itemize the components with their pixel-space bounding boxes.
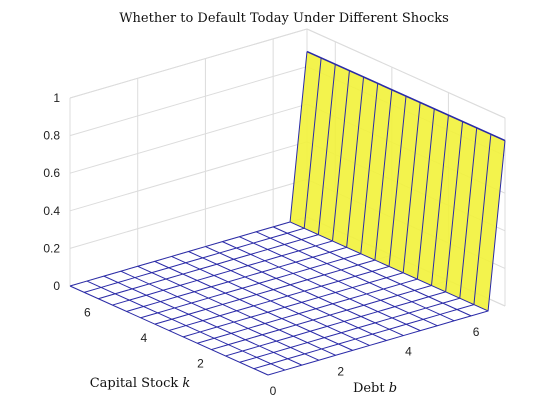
backwall-grid-z [69,66,308,137]
surface-mesh [69,50,506,376]
y-tick-label: 2 [197,357,204,371]
mesh-line-x [289,221,489,312]
mesh-line-x [69,285,269,376]
mesh-line-x [86,280,286,371]
backwall-grid-z [69,103,308,174]
mesh-line-x [171,255,370,346]
y-tick-label: 6 [84,306,91,320]
mesh-line-x [306,50,506,142]
y-tick-label: 4 [141,331,148,345]
backwall-grid-z [69,28,308,99]
x-axis-label: Debt b [353,381,397,396]
x-tick-label: 6 [473,325,480,339]
mesh-line-x [188,251,387,341]
z-tick-label: 0.2 [43,241,60,255]
tick-labels: 0 2 4 6 2 4 6 0 0.2 0.4 0.6 0.8 1 [43,91,479,398]
chart-title: Whether to Default Today Under Different… [119,11,449,26]
x-tick-label: 2 [337,364,344,378]
mesh-line-x [137,265,336,356]
mesh-line-x [256,231,455,322]
mesh-line-x [272,226,472,317]
mesh-line-x [205,246,404,337]
mesh-line-x [120,270,319,361]
z-tick-label: 0.8 [43,129,60,143]
mesh-line-x [222,241,421,332]
z-tick-label: 0.6 [43,166,60,180]
z-tick-label: 0 [53,279,60,293]
x-tick-label: 0 [270,384,277,398]
z-tick-label: 0.4 [43,204,60,218]
mesh-line-x [154,260,353,351]
z-tick-label: 1 [53,91,60,105]
mesh-line-x [103,275,303,366]
rightwall-grid-z [306,28,506,119]
backwall-grid-z [69,141,308,212]
backwall-grid-z [69,178,308,249]
x-tick-label: 4 [405,345,412,359]
y-axis-label: Capital Stock k [90,376,191,391]
mesh-line-x [239,236,438,327]
